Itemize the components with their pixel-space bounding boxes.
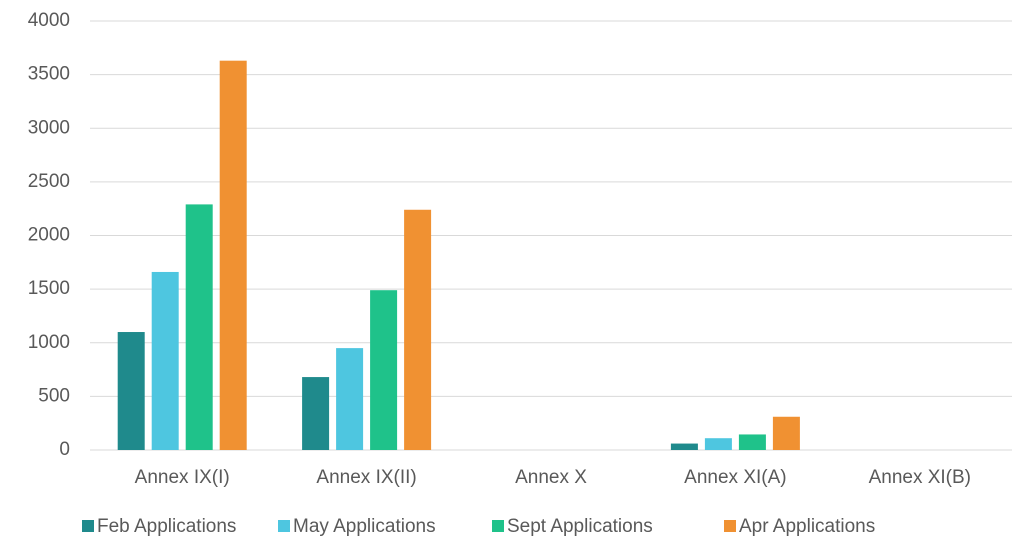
y-tick-label: 4000 — [28, 10, 70, 31]
bar — [185, 204, 213, 450]
legend-label: May Applications — [293, 516, 436, 537]
x-tick-label: Annex XI(B) — [869, 467, 971, 488]
y-tick-label: 3000 — [28, 117, 70, 138]
y-tick-label: 1000 — [28, 332, 70, 353]
legend-label: Apr Applications — [739, 516, 875, 537]
legend-label: Sept Applications — [507, 516, 653, 537]
bar — [302, 377, 330, 450]
y-tick-label: 2500 — [28, 171, 70, 192]
x-tick-label: Annex X — [515, 467, 587, 488]
legend-swatch — [82, 520, 94, 532]
bar — [370, 290, 398, 450]
y-tick-label: 0 — [59, 439, 70, 460]
x-tick-label: Annex IX(II) — [316, 467, 416, 488]
legend-label: Feb Applications — [97, 516, 236, 537]
bar — [670, 443, 698, 450]
bar — [772, 416, 800, 450]
bar — [738, 434, 766, 450]
bar — [151, 271, 179, 450]
legend-swatch — [278, 520, 290, 532]
bar — [704, 438, 732, 450]
y-tick-label: 1500 — [28, 278, 70, 299]
bar — [117, 332, 145, 450]
legend-swatch — [724, 520, 736, 532]
y-tick-label: 2000 — [28, 225, 70, 246]
y-tick-label: 500 — [38, 385, 70, 406]
bar — [219, 60, 247, 451]
bar — [404, 209, 432, 450]
x-tick-label: Annex XI(A) — [684, 467, 786, 488]
legend-swatch — [492, 520, 504, 532]
x-tick-label: Annex IX(I) — [135, 467, 230, 488]
bar — [336, 348, 364, 450]
y-tick-label: 3500 — [28, 64, 70, 85]
